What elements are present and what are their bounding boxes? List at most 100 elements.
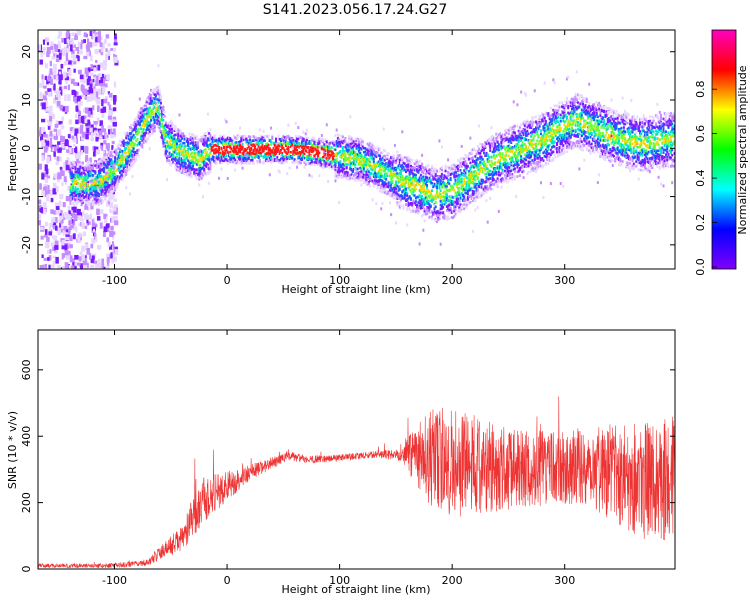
spectrogram-cell [158,93,161,97]
spectrogram-cell [277,137,280,140]
spectrogram-cell [276,156,279,159]
spectrogram-cell [90,173,93,176]
spectrogram-cell [168,121,171,125]
spectrogram-cell [257,156,260,159]
spectrogram-cell [183,162,186,165]
spectrogram-cell [169,154,172,158]
spectrogram-cell [372,150,375,154]
spectrogram-cell [91,219,94,223]
spectrogram-cell [169,135,172,139]
spectrogram-cell [81,164,84,167]
spectrogram-cell [339,160,342,164]
spectrogram-cell [135,127,138,131]
spectrogram-cell [180,163,183,167]
spectrogram-cell [370,165,373,168]
spectrogram-cell [71,192,74,196]
spectrogram-cell [382,183,385,186]
spectrogram-cell [99,222,103,229]
spectrogram-cell [163,129,166,133]
spectrogram-cell [369,147,372,151]
spectrogram-cell [297,141,300,145]
spectrogram-cell [109,160,112,164]
spectrogram-cell [229,155,232,158]
spectrogram-cell [219,161,222,165]
spectrogram-cell [137,148,140,152]
spectrogram-cell [132,150,135,154]
spectrogram-cell [106,253,111,261]
spectrogram-cell [370,142,373,146]
spectrogram-cell [161,112,164,116]
spectrogram-cell [198,172,201,175]
spectrogram-cell [95,166,98,169]
spectrogram-cell [126,141,129,144]
spectrogram-cell [135,122,138,126]
spectrogram-cell [192,137,195,141]
spectrogram-cell [141,116,144,119]
spectrogram-cell [133,117,136,121]
spectrogram-cell [400,156,403,159]
spectrogram-cell [80,172,83,176]
spectrogram-cell [47,257,50,261]
spectrogram-cell [105,143,110,150]
spectrogram-cell [247,145,250,148]
spectrogram-cell [149,100,152,103]
spectrogram-cell [104,163,107,166]
spectrogram-cell [205,150,208,154]
spectrogram-cell [360,147,363,151]
spectrogram-cell [107,192,110,196]
spectrogram-cell [163,136,166,139]
spectrogram-cell [330,146,333,149]
spectrogram-cell [178,157,181,160]
spectrogram-cell [89,190,92,193]
spectrogram-cell [365,172,368,176]
spectrogram-cell [324,149,327,153]
spectrogram-cell [372,149,375,152]
spectrogram-cell [75,170,78,174]
spectrogram-cell [169,121,172,125]
spectrogram-cell [397,166,400,170]
spectrogram-cell [245,161,248,165]
spectrogram-cell [346,171,349,174]
spectrogram-cell [374,164,377,168]
spectrogram-cell [327,180,330,184]
spectrogram-cell [177,166,180,169]
spectrogram-cell [266,151,269,155]
spectrogram-cell [73,163,76,167]
spectrogram-cell [190,133,193,136]
spectrogram-cell [159,118,162,121]
spectrogram-cell [127,134,130,138]
spectrogram-cell [344,136,347,140]
spectrogram-cell [92,33,96,40]
spectrogram-cell [209,135,212,139]
spectrogram-cell [56,90,61,98]
spectrogram-cell [70,162,73,165]
spectrogram-cell [244,138,247,141]
spectrogram-cell [138,114,141,118]
spectrogram-cell [172,160,175,164]
spectrogram-cell [403,162,406,165]
spectrogram-cell [60,219,63,225]
spectrogram-cell [156,98,159,101]
spectrogram-cell [343,171,346,174]
spectrogram-cell [85,107,89,114]
spectrogram-cell [284,144,287,148]
spectrogram-cell [145,99,148,103]
spectrogram-cell [236,144,239,148]
spectrogram-cell [330,150,333,154]
spectrogram-cell [380,151,383,155]
spectrogram-cell [108,104,112,111]
spectrogram-cell [315,155,318,159]
spectrogram-cell [211,140,214,143]
spectrogram-cell [128,139,131,142]
spectrogram-cell [163,110,166,114]
spectrogram-cell [127,155,130,159]
spectrogram-cell [162,145,165,148]
spectrogram-cell [381,151,384,155]
spectrogram-cell [247,156,250,160]
spectrogram-cell [268,147,271,151]
spectrogram-cell [256,141,259,144]
spectrogram-cell [387,172,390,176]
spectrogram-cell [270,143,273,146]
spectrogram-cell [299,147,302,151]
spectrogram-cell [362,159,365,163]
